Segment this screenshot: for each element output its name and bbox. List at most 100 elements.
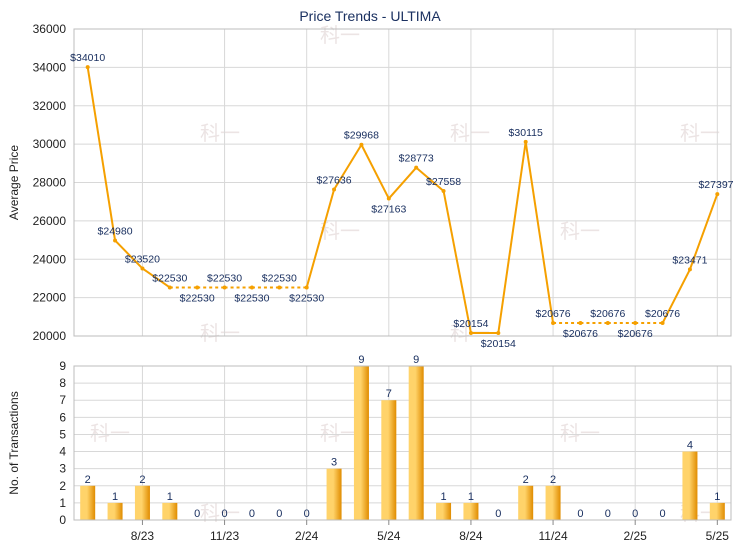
- transaction-data-label: 0: [276, 508, 282, 520]
- transaction-bar: [463, 502, 479, 520]
- transaction-bar: [162, 502, 178, 520]
- price-point: [605, 321, 610, 326]
- price-line-segment: [688, 193, 719, 270]
- price-point: [249, 285, 254, 290]
- price-line-segment: [442, 190, 472, 334]
- x-tick-label: 5/24: [377, 529, 401, 543]
- transactions-y-axis-label: No. of Transactions: [7, 391, 21, 494]
- price-point: [496, 331, 501, 336]
- transactions-y-tick-label: 8: [59, 376, 66, 390]
- transaction-data-label: 1: [441, 491, 447, 503]
- transaction-bar: [381, 400, 397, 520]
- watermark-mark: 科一: [90, 422, 130, 445]
- transactions-y-tick-label: 1: [59, 496, 66, 510]
- watermark-mark: 科一: [450, 122, 490, 145]
- transaction-data-label: 2: [523, 474, 529, 486]
- price-line-segment: [415, 166, 445, 192]
- transaction-data-label: 0: [632, 508, 638, 520]
- price-data-label: $24980: [98, 225, 133, 237]
- price-line-segment: [524, 141, 555, 324]
- watermark-mark: 科一: [680, 122, 720, 145]
- transaction-data-label: 2: [85, 474, 91, 486]
- transactions-y-tick-label: 6: [59, 410, 66, 424]
- price-series-points: [85, 65, 720, 336]
- transaction-data-label: 1: [714, 491, 720, 503]
- price-data-label: $30115: [509, 127, 543, 139]
- transaction-data-label: 7: [386, 388, 392, 400]
- transaction-bar: [709, 502, 725, 520]
- price-data-label: $23471: [672, 254, 707, 266]
- x-tick-label: 8/24: [459, 529, 483, 543]
- transaction-data-label: 0: [222, 508, 228, 520]
- transaction-bar: [545, 485, 561, 520]
- price-data-label: $20676: [536, 308, 571, 320]
- transaction-bar: [682, 451, 698, 520]
- price-line-segment: [360, 144, 390, 200]
- price-point: [687, 267, 692, 272]
- price-data-label: $28773: [399, 153, 434, 165]
- price-line-segment: [114, 239, 144, 270]
- price-y-tick-label: 30000: [33, 137, 67, 151]
- price-point: [441, 188, 446, 193]
- transactions-y-tick-label: 9: [59, 359, 66, 373]
- price-data-label: $23520: [125, 253, 160, 265]
- price-point: [523, 139, 528, 144]
- transaction-data-label: 0: [605, 508, 611, 520]
- x-tick-label: 2/25: [624, 529, 648, 543]
- transaction-data-label: 1: [167, 491, 173, 503]
- price-point: [195, 285, 200, 290]
- watermark-mark: 科一: [320, 220, 360, 243]
- transaction-data-label: 1: [468, 491, 474, 503]
- price-line-segment: [661, 268, 691, 324]
- price-point: [140, 266, 145, 271]
- price-y-ticks: 20000 22000 24000 26000 28000 30000 32000 34000…: [33, 22, 67, 343]
- price-data-label: $22530: [207, 272, 242, 284]
- price-y-tick-label: 32000: [33, 99, 67, 113]
- transaction-bar: [326, 468, 342, 520]
- price-point: [277, 285, 282, 290]
- price-y-tick-label: 20000: [33, 329, 67, 343]
- price-data-label: $20676: [590, 308, 625, 320]
- transaction-bar: [518, 485, 534, 520]
- transaction-bar: [134, 485, 150, 520]
- transactions-bars: [80, 366, 725, 520]
- price-point: [633, 321, 638, 326]
- price-data-label: $20154: [481, 338, 516, 350]
- price-line-segment: [388, 167, 417, 200]
- price-line-segment: [141, 267, 171, 289]
- price-y-tick-label: 28000: [33, 176, 67, 190]
- price-data-labels: $34010 $24980 $23520 $22530 $22530 $22530 $225…: [70, 52, 734, 350]
- price-panel: 20000 22000 24000 26000 28000 30000 32000 34000…: [7, 22, 734, 350]
- x-axis-ticks: 8/23 11/23 2/24 5/24 8/24 11/24 2/25 5/25: [131, 520, 729, 543]
- transaction-bar: [408, 366, 424, 520]
- price-y-axis-label: Average Price: [7, 145, 21, 220]
- price-data-label: $29968: [344, 130, 379, 142]
- price-series-line: [86, 67, 719, 335]
- price-point: [85, 65, 90, 70]
- price-data-label: $27163: [371, 204, 406, 216]
- price-data-label: $20676: [645, 308, 680, 320]
- price-y-tick-label: 22000: [33, 291, 67, 305]
- transaction-data-label: 0: [577, 508, 583, 520]
- transaction-data-label: 2: [139, 474, 145, 486]
- price-plot-frame: [73, 28, 732, 337]
- price-line-segment: [305, 189, 336, 288]
- price-data-label: $34010: [70, 52, 105, 64]
- watermark-mark: 科一: [560, 220, 600, 243]
- price-data-label: $22530: [152, 272, 187, 284]
- transaction-data-label: 1: [112, 491, 118, 503]
- price-data-label: $27558: [426, 176, 461, 188]
- price-y-tick-label: 26000: [33, 214, 67, 228]
- price-data-label: $22530: [262, 272, 297, 284]
- price-data-label: $22530: [234, 292, 269, 304]
- price-line-segment: [333, 144, 363, 191]
- transaction-data-label: 3: [331, 457, 337, 469]
- price-point: [386, 196, 391, 201]
- price-data-label: $27397: [698, 179, 733, 191]
- transaction-data-label: 4: [687, 440, 693, 452]
- watermark-mark: 科一: [320, 24, 360, 47]
- price-point: [304, 285, 309, 290]
- transactions-plot-frame: [73, 365, 732, 521]
- transaction-data-label: 9: [358, 354, 364, 366]
